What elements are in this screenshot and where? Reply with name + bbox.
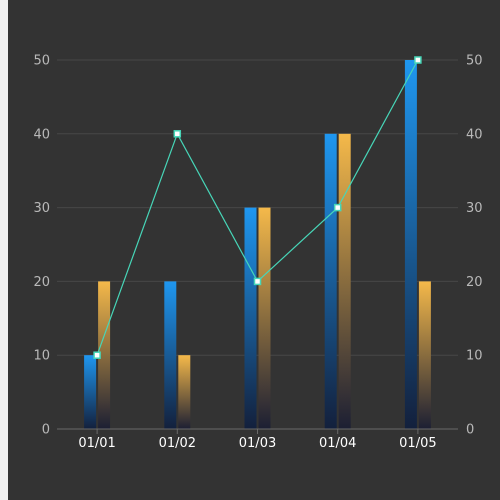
bar-series-2-01/02 bbox=[178, 355, 191, 429]
bar-series-2-01/03 bbox=[258, 207, 271, 429]
left-y-tick-label: 0 bbox=[42, 423, 50, 438]
right-y-axis: 0 10 20 30 40 50 bbox=[466, 54, 483, 438]
left-y-axis: 0 10 20 30 40 50 bbox=[33, 54, 50, 438]
bar-series bbox=[84, 60, 431, 430]
bar-series-1-01/01 bbox=[84, 355, 97, 429]
left-y-tick-label: 20 bbox=[33, 275, 50, 290]
right-y-tick-label: 0 bbox=[466, 423, 474, 438]
line-point-01/02 bbox=[173, 130, 182, 138]
x-tick-label: 01/03 bbox=[239, 436, 276, 451]
x-tick-label: 01/04 bbox=[319, 436, 356, 451]
grid-lines bbox=[57, 59, 458, 356]
x-tick-label: 01/05 bbox=[399, 436, 436, 451]
left-y-tick-label: 40 bbox=[33, 127, 50, 142]
right-y-tick-label: 20 bbox=[466, 275, 483, 290]
line-series bbox=[93, 56, 422, 359]
right-y-tick-label: 50 bbox=[466, 54, 483, 69]
left-y-tick-label: 30 bbox=[33, 201, 50, 216]
line-point-01/01 bbox=[93, 351, 101, 359]
right-y-tick-label: 40 bbox=[466, 127, 483, 142]
bar-series-2-01/01 bbox=[98, 281, 111, 429]
bar-series-1-01/04 bbox=[324, 133, 337, 430]
bar-series-1-01/02 bbox=[164, 281, 177, 429]
line-point-01/03 bbox=[253, 277, 262, 286]
left-y-tick-label: 10 bbox=[33, 349, 50, 364]
right-y-tick-label: 10 bbox=[466, 349, 483, 364]
right-y-tick-label: 30 bbox=[466, 201, 483, 216]
x-axis: 01/01 01/02 01/03 01/04 01/05 bbox=[57, 428, 458, 451]
line-point-01/05 bbox=[414, 56, 422, 64]
line-point-01/04 bbox=[333, 203, 342, 212]
x-tick-label: 01/01 bbox=[78, 436, 115, 451]
bar-series-2-01/04 bbox=[338, 133, 351, 430]
x-tick-label: 01/02 bbox=[159, 436, 196, 451]
bar-series-1-01/05 bbox=[404, 60, 417, 429]
left-y-tick-label: 50 bbox=[33, 54, 50, 69]
bar-series-2-01/05 bbox=[418, 281, 431, 429]
bar-series-1-01/03 bbox=[244, 207, 257, 429]
